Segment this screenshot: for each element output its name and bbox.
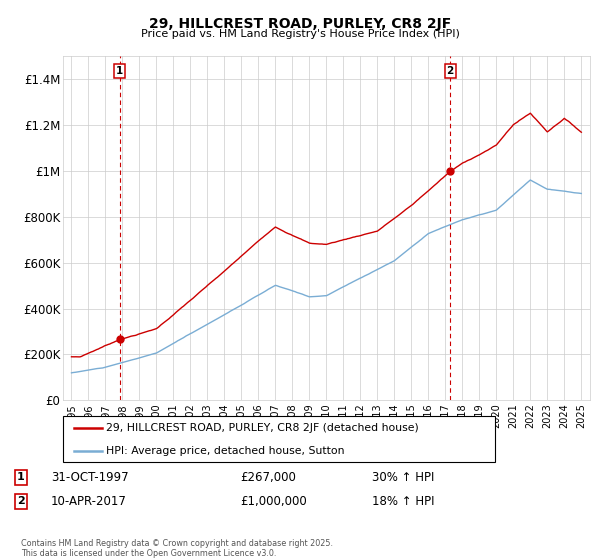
Text: £1,000,000: £1,000,000 xyxy=(240,494,307,508)
Text: 2: 2 xyxy=(17,496,25,506)
FancyBboxPatch shape xyxy=(63,416,495,462)
Text: 2: 2 xyxy=(446,66,454,76)
Text: HPI: Average price, detached house, Sutton: HPI: Average price, detached house, Sutt… xyxy=(106,446,344,455)
Text: £267,000: £267,000 xyxy=(240,470,296,484)
Text: 1: 1 xyxy=(17,472,25,482)
Text: Price paid vs. HM Land Registry's House Price Index (HPI): Price paid vs. HM Land Registry's House … xyxy=(140,29,460,39)
Text: 31-OCT-1997: 31-OCT-1997 xyxy=(51,470,128,484)
Text: 29, HILLCREST ROAD, PURLEY, CR8 2JF (detached house): 29, HILLCREST ROAD, PURLEY, CR8 2JF (det… xyxy=(106,423,419,433)
Text: 18% ↑ HPI: 18% ↑ HPI xyxy=(372,494,434,508)
Text: 29, HILLCREST ROAD, PURLEY, CR8 2JF: 29, HILLCREST ROAD, PURLEY, CR8 2JF xyxy=(149,17,451,31)
Text: 30% ↑ HPI: 30% ↑ HPI xyxy=(372,470,434,484)
Text: 1: 1 xyxy=(116,66,123,76)
Text: 10-APR-2017: 10-APR-2017 xyxy=(51,494,127,508)
Text: Contains HM Land Registry data © Crown copyright and database right 2025.
This d: Contains HM Land Registry data © Crown c… xyxy=(21,539,333,558)
